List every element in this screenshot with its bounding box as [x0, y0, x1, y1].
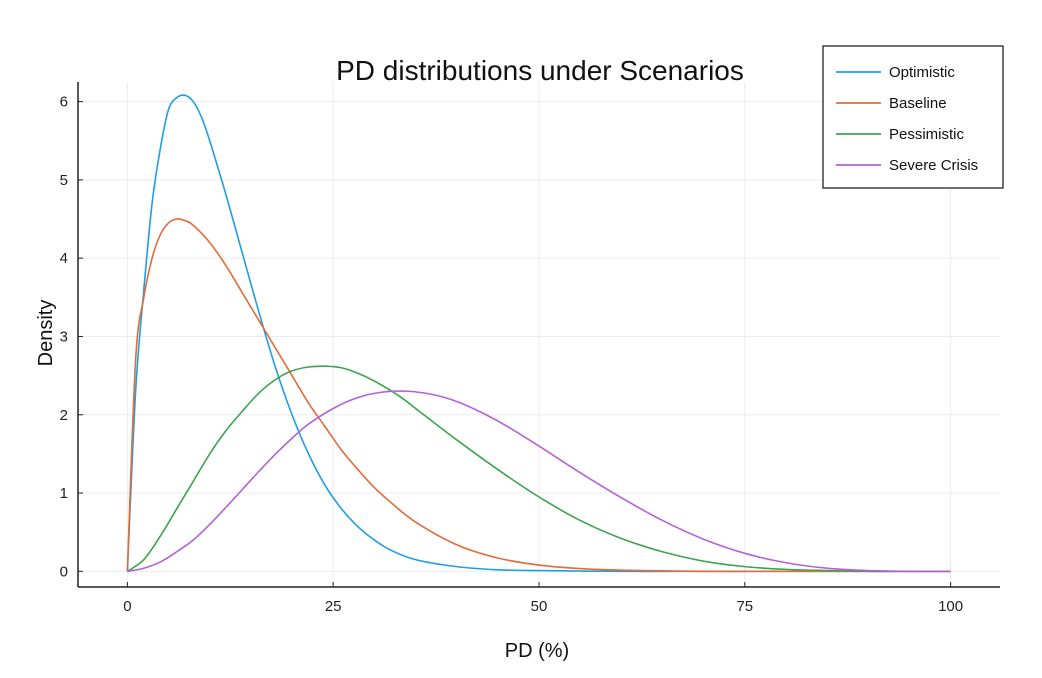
y-tick-label-0: 0: [60, 563, 68, 580]
y-tick-label-5: 5: [60, 172, 68, 189]
y-axis-title: Density: [35, 300, 57, 367]
series-lines: [126, 94, 951, 573]
legend: Optimistic Baseline Pessimistic Severe Cris…: [822, 45, 1004, 189]
x-tick-label-4: 100: [938, 598, 963, 615]
legend-label-baseline: Baseline: [889, 95, 947, 112]
chart-title: PD distributions under Scenarios: [336, 55, 744, 86]
y-tick-label-3: 3: [60, 328, 68, 345]
x-tick-label-1: 25: [325, 598, 342, 615]
y-tick-label-4: 4: [60, 250, 68, 267]
legend-label-severe-crisis: Severe Crisis: [889, 157, 978, 174]
x-tick-label-3: 75: [736, 598, 753, 615]
series-line-optimistic: [126, 94, 951, 573]
series-line-baseline: [126, 218, 951, 573]
ticks: 0 25 50 75 100 0 1 2 3 4 5 6: [60, 94, 963, 615]
x-axis-title: PD (%): [505, 640, 569, 662]
series-line-pessimistic: [126, 365, 951, 573]
y-tick-label-1: 1: [60, 485, 68, 502]
series-line-severe-crisis: [127, 390, 951, 573]
legend-label-pessimistic: Pessimistic: [889, 126, 965, 143]
x-tick-label-2: 50: [531, 598, 548, 615]
y-tick-label-2: 2: [60, 407, 68, 424]
legend-label-optimistic: Optimistic: [889, 64, 955, 81]
y-tick-label-6: 6: [60, 94, 68, 111]
x-tick-label-0: 0: [123, 598, 131, 615]
